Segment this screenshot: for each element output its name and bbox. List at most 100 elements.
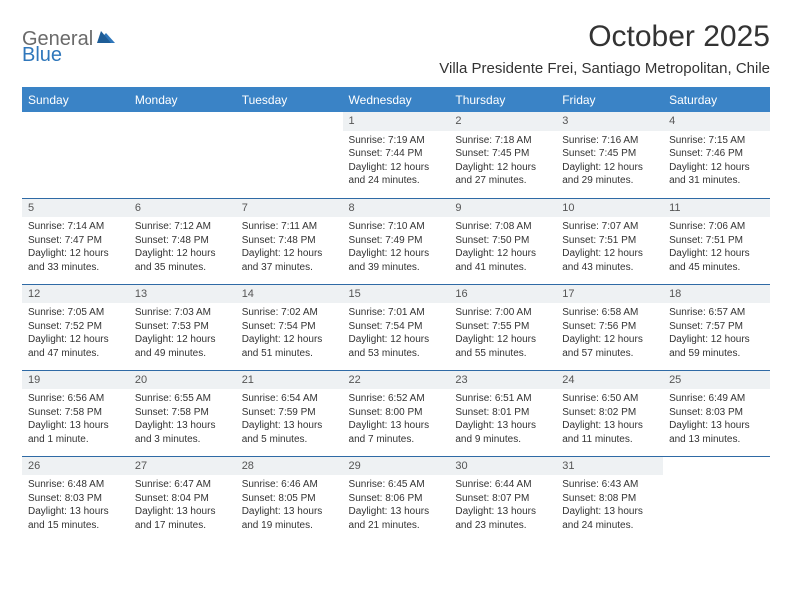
calendar-body: 1Sunrise: 7:19 AMSunset: 7:44 PMDaylight… (22, 112, 770, 542)
title-block: October 2025 Villa Presidente Frei, Sant… (439, 20, 770, 77)
sunset-line: Sunset: 8:05 PM (242, 492, 337, 506)
daylight-line: Daylight: 13 hours and 15 minutes. (28, 505, 123, 532)
sunrise-line: Sunrise: 7:10 AM (349, 220, 444, 234)
calendar-week: 12Sunrise: 7:05 AMSunset: 7:52 PMDayligh… (22, 284, 770, 370)
sunrise-line: Sunrise: 7:05 AM (28, 306, 123, 320)
day-number: 27 (129, 457, 236, 476)
day-number: 17 (556, 285, 663, 304)
calendar-cell: 7 Sunrise: 7:11 AMSunset: 7:48 PMDaylight… (236, 198, 343, 284)
day-header: Sunday (22, 88, 129, 113)
sunrise-line: Sunrise: 7:16 AM (562, 134, 657, 148)
calendar-cell (236, 112, 343, 198)
daylight-line: Daylight: 12 hours and 51 minutes. (242, 333, 337, 360)
sunset-line: Sunset: 8:00 PM (349, 406, 444, 420)
day-number: 15 (343, 285, 450, 304)
calendar-cell: 27 Sunrise: 6:47 AMSunset: 8:04 PMDayligh… (129, 456, 236, 542)
calendar-week: 5Sunrise: 7:14 AMSunset: 7:47 PMDaylight… (22, 198, 770, 284)
calendar-cell: 12Sunrise: 7:05 AMSunset: 7:52 PMDayligh… (22, 284, 129, 370)
sunset-line: Sunset: 7:58 PM (28, 406, 123, 420)
sunset-line: Sunset: 7:54 PM (242, 320, 337, 334)
daylight-line: Daylight: 12 hours and 27 minutes. (455, 161, 550, 188)
sunrise-line: Sunrise: 6:55 AM (135, 392, 230, 406)
sunset-line: Sunset: 7:56 PM (562, 320, 657, 334)
calendar-cell: 31Sunrise: 6:43 AMSunset: 8:08 PMDayligh… (556, 456, 663, 542)
sunset-line: Sunset: 7:47 PM (28, 234, 123, 248)
daylight-line: Daylight: 12 hours and 24 minutes. (349, 161, 444, 188)
day-number: 30 (449, 457, 556, 476)
sunset-line: Sunset: 7:50 PM (455, 234, 550, 248)
daylight-line: Daylight: 13 hours and 7 minutes. (349, 419, 444, 446)
sunrise-line: Sunrise: 7:02 AM (242, 306, 337, 320)
sunrise-line: Sunrise: 6:47 AM (135, 478, 230, 492)
day-number: 31 (556, 457, 663, 476)
daylight-line: Daylight: 12 hours and 53 minutes. (349, 333, 444, 360)
sunset-line: Sunset: 7:54 PM (349, 320, 444, 334)
day-number: 29 (343, 457, 450, 476)
day-number: 5 (22, 199, 129, 218)
daylight-line: Daylight: 12 hours and 33 minutes. (28, 247, 123, 274)
calendar-week: 19Sunrise: 6:56 AMSunset: 7:58 PMDayligh… (22, 370, 770, 456)
sunrise-line: Sunrise: 7:01 AM (349, 306, 444, 320)
daylight-line: Daylight: 12 hours and 41 minutes. (455, 247, 550, 274)
day-number: 14 (236, 285, 343, 304)
daylight-line: Daylight: 12 hours and 59 minutes. (669, 333, 764, 360)
sunset-line: Sunset: 8:04 PM (135, 492, 230, 506)
sunrise-line: Sunrise: 6:56 AM (28, 392, 123, 406)
sunrise-line: Sunrise: 7:00 AM (455, 306, 550, 320)
sunset-line: Sunset: 7:58 PM (135, 406, 230, 420)
sunset-line: Sunset: 7:49 PM (349, 234, 444, 248)
sunset-line: Sunset: 8:03 PM (28, 492, 123, 506)
calendar-cell: 22 Sunrise: 6:52 AMSunset: 8:00 PMDayligh… (343, 370, 450, 456)
calendar-table: SundayMondayTuesdayWednesdayThursdayFrid… (22, 87, 770, 542)
day-number: 22 (343, 371, 450, 390)
daylight-line: Daylight: 13 hours and 11 minutes. (562, 419, 657, 446)
daylight-line: Daylight: 13 hours and 5 minutes. (242, 419, 337, 446)
calendar-cell: 17Sunrise: 6:58 AMSunset: 7:56 PMDayligh… (556, 284, 663, 370)
calendar-cell: 4Sunrise: 7:15 AMSunset: 7:46 PMDaylight… (663, 112, 770, 198)
day-number: 19 (22, 371, 129, 390)
day-number: 23 (449, 371, 556, 390)
sunset-line: Sunset: 7:48 PM (242, 234, 337, 248)
calendar-cell: 14 Sunrise: 7:02 AMSunset: 7:54 PMDayligh… (236, 284, 343, 370)
daylight-line: Daylight: 12 hours and 37 minutes. (242, 247, 337, 274)
daylight-line: Daylight: 12 hours and 31 minutes. (669, 161, 764, 188)
day-number: 18 (663, 285, 770, 304)
calendar-cell: 30Sunrise: 6:44 AMSunset: 8:07 PMDayligh… (449, 456, 556, 542)
sunrise-line: Sunrise: 7:06 AM (669, 220, 764, 234)
daylight-line: Daylight: 13 hours and 13 minutes. (669, 419, 764, 446)
day-header: Friday (556, 88, 663, 113)
calendar-cell: 11Sunrise: 7:06 AMSunset: 7:51 PMDayligh… (663, 198, 770, 284)
daylight-line: Daylight: 13 hours and 17 minutes. (135, 505, 230, 532)
day-number: 21 (236, 371, 343, 390)
sunrise-line: Sunrise: 6:48 AM (28, 478, 123, 492)
sunrise-line: Sunrise: 6:52 AM (349, 392, 444, 406)
calendar-cell: 1Sunrise: 7:19 AMSunset: 7:44 PMDaylight… (343, 112, 450, 198)
sunset-line: Sunset: 8:01 PM (455, 406, 550, 420)
sunrise-line: Sunrise: 7:14 AM (28, 220, 123, 234)
sunrise-line: Sunrise: 6:51 AM (455, 392, 550, 406)
daylight-line: Daylight: 13 hours and 21 minutes. (349, 505, 444, 532)
calendar-cell: 8Sunrise: 7:10 AMSunset: 7:49 PMDaylight… (343, 198, 450, 284)
calendar-week: 26Sunrise: 6:48 AMSunset: 8:03 PMDayligh… (22, 456, 770, 542)
day-number: 2 (449, 112, 556, 131)
daylight-line: Daylight: 13 hours and 9 minutes. (455, 419, 550, 446)
daylight-line: Daylight: 12 hours and 35 minutes. (135, 247, 230, 274)
calendar-cell: 2Sunrise: 7:18 AMSunset: 7:45 PMDaylight… (449, 112, 556, 198)
day-number: 8 (343, 199, 450, 218)
sunrise-line: Sunrise: 7:11 AM (242, 220, 337, 234)
sunrise-line: Sunrise: 6:46 AM (242, 478, 337, 492)
sunset-line: Sunset: 8:03 PM (669, 406, 764, 420)
calendar-cell: 26Sunrise: 6:48 AMSunset: 8:03 PMDayligh… (22, 456, 129, 542)
calendar-cell: 16Sunrise: 7:00 AMSunset: 7:55 PMDayligh… (449, 284, 556, 370)
brand-part2-wrap: Blue (22, 44, 62, 67)
daylight-line: Daylight: 12 hours and 45 minutes. (669, 247, 764, 274)
day-header: Thursday (449, 88, 556, 113)
calendar-cell: 24Sunrise: 6:50 AMSunset: 8:02 PMDayligh… (556, 370, 663, 456)
daylight-line: Daylight: 12 hours and 57 minutes. (562, 333, 657, 360)
day-number: 20 (129, 371, 236, 390)
day-header: Tuesday (236, 88, 343, 113)
day-number: 1 (343, 112, 450, 131)
day-number: 9 (449, 199, 556, 218)
calendar-cell: 18Sunrise: 6:57 AMSunset: 7:57 PMDayligh… (663, 284, 770, 370)
day-number: 7 (236, 199, 343, 218)
